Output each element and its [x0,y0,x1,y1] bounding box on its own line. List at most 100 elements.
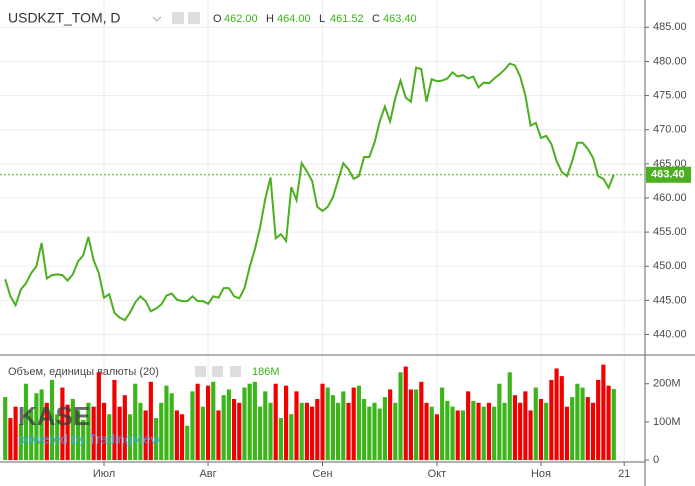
volume-bar [86,402,91,461]
close-icon[interactable] [230,366,241,377]
volume-bar [148,381,153,461]
volume-bar [96,372,101,461]
y-tick-label: 475.00 [653,89,687,101]
volume-bar [549,379,554,461]
watermark-brand: KASE [18,401,90,431]
eye-icon[interactable] [172,12,184,24]
volume-bar [299,402,304,461]
volume-bar [294,391,299,461]
volume-bar [419,381,424,461]
volume-bar [518,402,523,461]
volume-bar [49,379,55,461]
volume-bar [29,410,34,461]
settings-icon[interactable] [212,366,223,377]
volume-bar [414,389,419,461]
volume-bar [434,414,440,461]
volume-bar [278,418,283,461]
y-tick-label: 445.00 [653,294,687,306]
volume-bar [263,391,268,461]
volume-bar [179,414,185,461]
eye-icon[interactable] [195,366,206,377]
volume-bar [23,383,29,461]
volume-bar [367,406,372,461]
volume-bar [273,383,278,461]
volume-bar [450,406,455,461]
volume-tick-label: 0 [653,454,659,466]
y-tick-label: 465.00 [653,158,687,170]
volume-bar [538,399,544,461]
volume-bar [362,399,367,461]
volume-bar [445,400,450,461]
volume-bar [8,418,13,461]
volume-bar [424,402,429,461]
x-tick-label: Ноя [531,468,551,480]
volume-bar [81,420,86,461]
volume-bar [611,389,616,461]
volume-bar [606,385,611,461]
volume-bar [39,389,44,461]
volume-bar [585,397,590,461]
volume-bar [346,402,351,461]
volume-last: 186M [252,366,280,378]
symbol[interactable]: USDKZT_TOM, D [8,10,121,26]
ohlc-key: H [266,13,274,25]
volume-bar [159,402,164,461]
volume-bar [13,406,18,461]
volume-bar [122,395,127,461]
dropdown-icon[interactable] [152,16,162,22]
last-price-label: 463.40 [651,169,685,181]
volume-bar [107,414,112,461]
volume-bar [596,379,601,461]
last-price-box [646,166,691,183]
volume-bar [330,395,335,461]
volume-bar [476,402,481,461]
volume-bar [497,383,502,461]
settings-icon[interactable] [188,12,200,24]
x-tick-label: Июл [93,468,115,480]
volume-bar [289,414,294,461]
volume-bar [195,383,200,461]
volume-bar [325,387,330,461]
x-tick-label: Окт [428,468,447,480]
x-tick-label: 21 [618,468,630,480]
volume-bar [65,404,70,461]
volume-bar [205,385,211,461]
volume-bar [117,406,122,461]
volume-bar [315,399,320,461]
volume-bar [34,393,39,461]
volume-bar [91,406,96,461]
volume-bar [247,383,252,461]
volume-title: Объем, единицы валюты (20) [8,366,159,378]
y-tick-label: 485.00 [653,21,687,33]
volume-bar [185,425,190,461]
volume-bar [533,387,538,461]
ohlc-value: 463.40 [383,13,417,25]
volume-bar [481,406,486,461]
plot [0,62,645,322]
volume-bar [388,389,393,461]
ohlc-key: L [319,13,325,25]
ohlc-legend: O 462.00 H 464.00 L 461.52 C 463.40 [213,13,417,25]
y-tick-label: 470.00 [653,124,687,136]
volume-bar [60,387,65,461]
volume-bar [590,402,596,461]
volume-bar [55,414,60,461]
volume-bar [138,402,143,461]
volume-bar [237,402,242,461]
volume-bar [44,402,49,461]
watermark-note: powered by TradingView [18,431,161,446]
volume-bar [502,402,507,461]
y-tick-label: 450.00 [653,260,687,272]
volume-bar [231,399,237,461]
volume-bar [226,389,231,461]
volume-bar [190,391,195,461]
volume-bar [408,389,414,461]
volume-bar [460,410,466,461]
volume-bar [252,381,257,461]
volume-bar [507,372,512,461]
volume-bar [492,406,497,461]
x-tick-label: Авг [199,468,216,480]
volume-bar [580,387,585,461]
ohlc-value: 461.52 [330,13,364,25]
